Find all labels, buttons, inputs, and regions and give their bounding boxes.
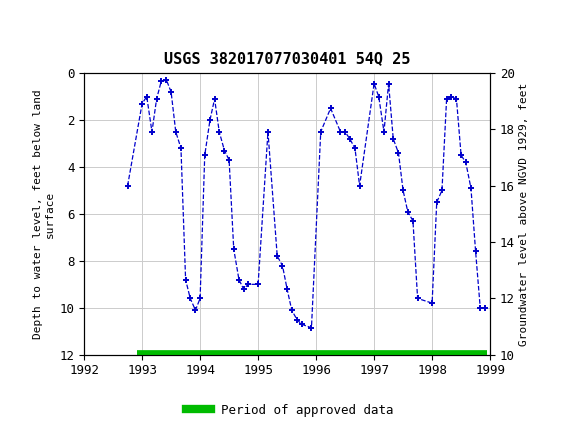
Text: ≡: ≡ bbox=[9, 12, 27, 32]
Y-axis label: Groundwater level above NGVD 1929, feet: Groundwater level above NGVD 1929, feet bbox=[519, 82, 529, 346]
Text: USGS: USGS bbox=[44, 12, 99, 31]
Title: USGS 382017077030401 54Q 25: USGS 382017077030401 54Q 25 bbox=[164, 51, 410, 66]
Y-axis label: Depth to water level, feet below land
surface: Depth to water level, feet below land su… bbox=[33, 89, 55, 339]
Legend: Period of approved data: Period of approved data bbox=[181, 399, 399, 421]
